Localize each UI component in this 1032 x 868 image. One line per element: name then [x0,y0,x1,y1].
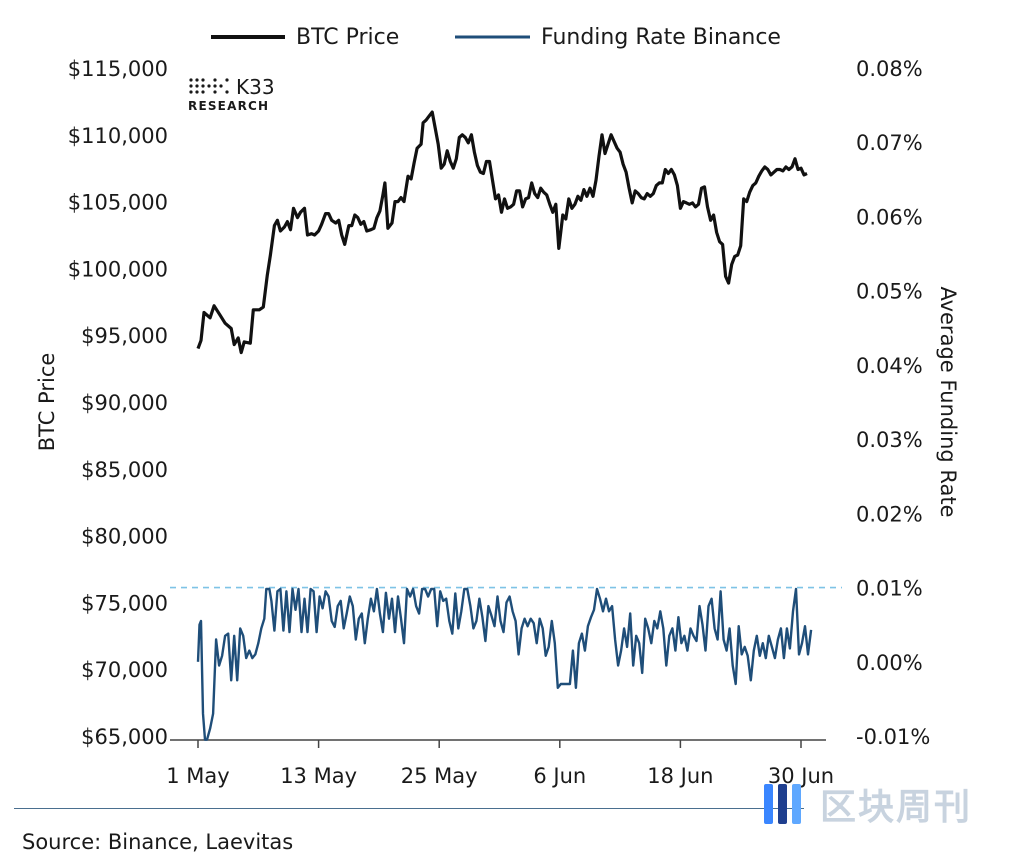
right-tick-label: 0.08% [856,57,923,81]
right-tick-label: 0.00% [856,651,923,675]
right-tick-label: -0.01% [856,725,930,749]
watermark-bar [764,784,773,824]
legend: BTC Price Funding Rate Binance [211,25,781,50]
right-axis-ticks: 0.08% 0.07% 0.06% 0.05% 0.04% 0.03% 0.02% 0.01%… [856,57,930,749]
k33-logo-dots-icon [189,78,229,94]
k33-research-logo: K33 RESEARCH [188,75,275,113]
watermark-logo-icon [760,780,808,828]
funding-rate-line [196,587,813,741]
btc-price-line [196,110,808,355]
logo-name: K33 [236,75,275,99]
left-tick-label: $100,000 [68,257,168,281]
right-tick-label: 0.06% [856,205,923,229]
legend-label-btc-price: BTC Price [296,25,399,50]
right-tick-label: 0.02% [856,502,923,526]
right-tick-label: 0.05% [856,280,923,304]
x-tick-label: 13 May [280,764,357,788]
left-tick-label: $75,000 [81,591,168,615]
watermark-bar [778,784,787,824]
left-tick-label: $90,000 [81,391,168,415]
right-tick-label: 0.01% [856,577,923,601]
left-tick-label: $70,000 [81,658,168,682]
x-tick-label: 6 Jun [533,764,586,788]
left-axis-title: BTC Price [35,353,59,452]
legend-label-funding-rate: Funding Rate Binance [541,25,781,50]
x-axis-ticks: 1 May 13 May 25 May 6 Jun 18 Jun 30 Jun [166,740,834,788]
logo-subtitle: RESEARCH [188,99,269,113]
series-layer [196,110,813,741]
left-tick-label: $105,000 [68,191,168,215]
right-tick-label: 0.07% [856,131,923,155]
left-tick-label: $85,000 [81,458,168,482]
left-axis-ticks: $115,000 $110,000 $105,000 $100,000 $95,000 $… [68,57,168,749]
footer-divider [14,808,804,809]
x-tick-label: 25 May [401,764,478,788]
left-tick-label: $95,000 [81,324,168,348]
left-tick-label: $80,000 [81,525,168,549]
watermark-text: 区块周刊 [820,787,973,828]
x-tick-label: 1 May [166,764,229,788]
right-tick-label: 0.04% [856,354,923,378]
right-tick-label: 0.03% [856,428,923,452]
source-text: Source: Binance, Laevitas [22,830,294,854]
left-tick-label: $115,000 [68,57,168,81]
chart: BTC Price Funding Rate Binance K33 RESEA… [35,25,960,788]
watermark: 区块周刊 [760,776,1020,832]
right-axis-title: Average Funding Rate [936,286,960,517]
x-tick-label: 18 Jun [647,764,713,788]
left-tick-label: $110,000 [68,124,168,148]
watermark-bar [792,784,801,824]
left-tick-label: $65,000 [81,725,168,749]
